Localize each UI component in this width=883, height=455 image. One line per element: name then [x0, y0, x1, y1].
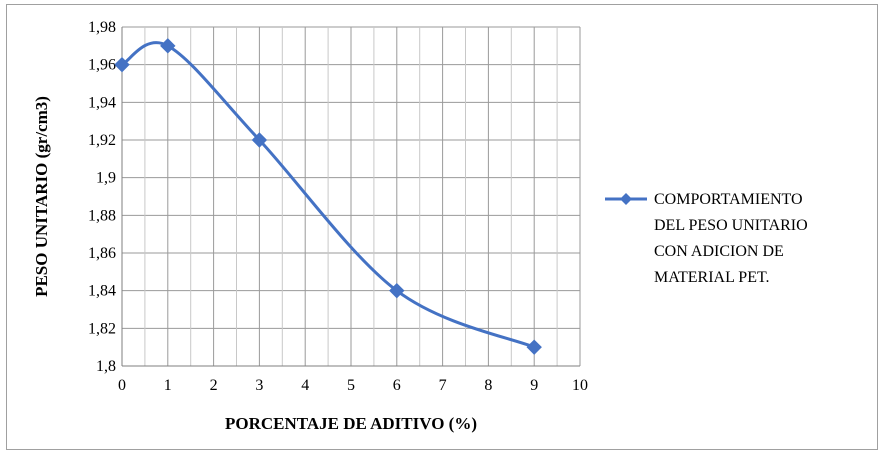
y-tick-label: 1,86 [88, 245, 116, 262]
y-tick-label: 1,8 [96, 358, 116, 375]
x-tick-label: 9 [530, 377, 538, 394]
y-tick-label: 1,98 [88, 19, 116, 36]
data-point-marker [160, 38, 176, 54]
y-tick-label: 1,94 [88, 94, 116, 111]
y-tick-label: 1,82 [88, 320, 116, 337]
y-axis-title: PESO UNITARIO (gr/cm3) [32, 96, 51, 297]
legend-label-line: MATERIAL PET. [654, 269, 770, 286]
series [114, 38, 542, 355]
legend-label: COMPORTAMIENTO DEL PESO UNITARIO CON ADI… [654, 191, 812, 286]
x-tick-label: 3 [255, 377, 263, 394]
legend-label-line: DEL PESO UNITARIO [654, 217, 808, 234]
legend-diamond-marker [620, 193, 632, 205]
x-tick-label: 0 [118, 377, 126, 394]
y-tick-label: 1,96 [88, 57, 116, 74]
y-tick-label: 1,84 [88, 283, 116, 300]
data-point-marker [389, 282, 405, 299]
y-tick-label: 1,9 [96, 170, 116, 187]
data-point-marker [251, 132, 268, 148]
x-tick-label: 5 [347, 377, 355, 394]
grid [121, 26, 581, 367]
x-tick-label: 1 [164, 377, 172, 394]
legend: COMPORTAMIENTO DEL PESO UNITARIO CON ADI… [605, 191, 812, 286]
data-point-marker [526, 339, 542, 355]
x-tick-label: 2 [210, 377, 218, 394]
x-tick-label: 10 [572, 377, 588, 394]
x-tick-label: 4 [301, 377, 309, 394]
line-chart: 1,8 1,82 1,84 1,86 1,88 1,9 1,92 1,94 1,96 1,98 0 1… [32, 19, 812, 433]
x-tick-label: 6 [393, 377, 401, 394]
legend-label-line: COMPORTAMIENTO [654, 191, 803, 208]
data-point-marker [114, 56, 130, 73]
chart-frame: 1,8 1,82 1,84 1,86 1,88 1,9 1,92 1,94 1,96 1,98 0 1… [6, 4, 878, 450]
y-tick-label: 1,88 [88, 207, 116, 224]
x-axis-title: PORCENTAJE DE ADITIVO (%) [225, 414, 477, 433]
x-tick-label: 7 [439, 377, 447, 394]
legend-label-line: CON ADICION DE [654, 243, 784, 260]
axes [121, 27, 580, 367]
y-tick-label: 1,92 [88, 132, 116, 149]
x-tick-label: 8 [484, 377, 492, 394]
tick-labels: 1,8 1,82 1,84 1,86 1,88 1,9 1,92 1,94 1,96 1,98 0 1… [88, 19, 588, 394]
